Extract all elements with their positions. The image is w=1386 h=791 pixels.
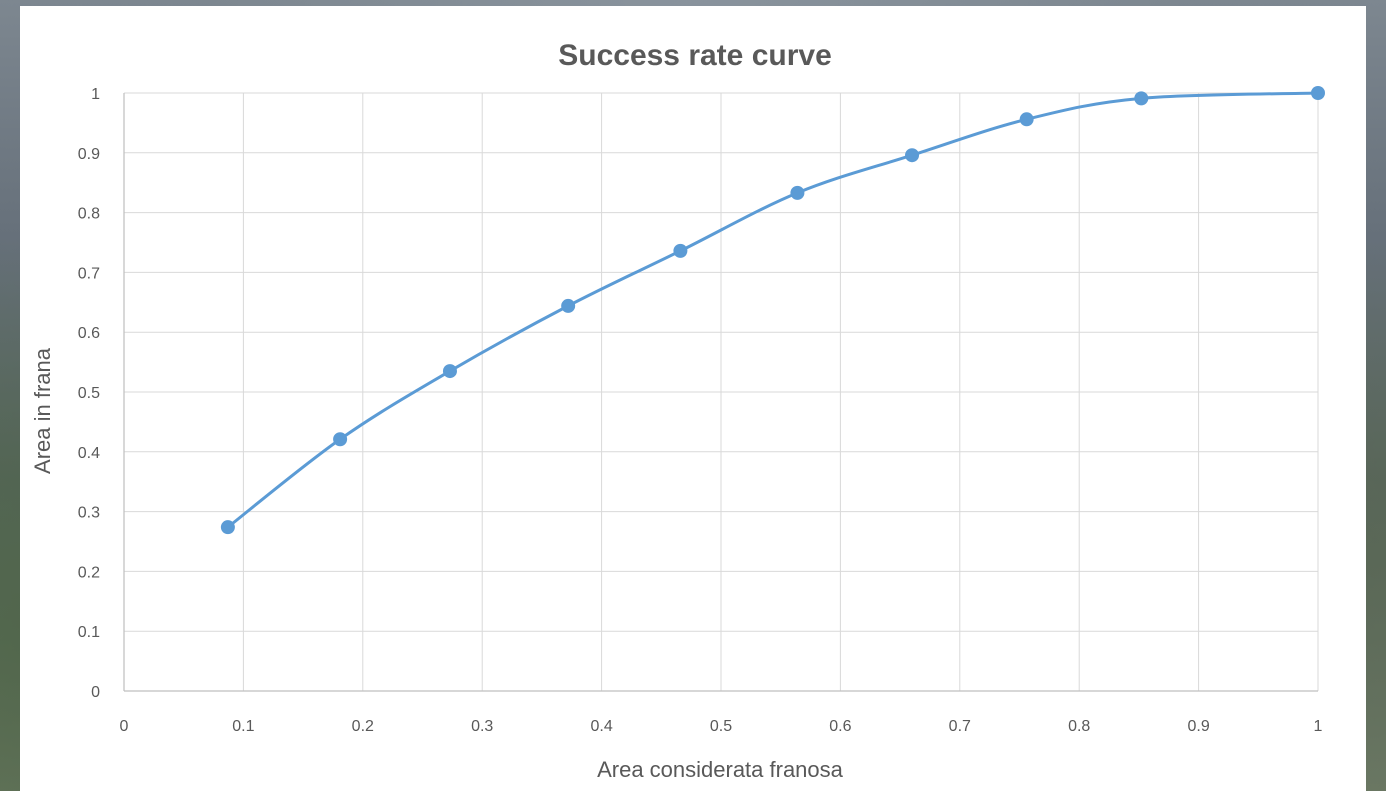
chart-panel: Success rate curve 0 0.1 0.2 0.3 0.4 0.5 0.6 0.… bbox=[20, 6, 1366, 791]
y-tick-label: 0.6 bbox=[78, 325, 100, 342]
y-tick-label: 0 bbox=[91, 684, 100, 701]
x-tick-label: 0.7 bbox=[949, 718, 971, 735]
x-tick-label: 1 bbox=[1314, 718, 1323, 735]
series-line bbox=[226, 91, 1320, 529]
data-point bbox=[1134, 91, 1149, 106]
x-tick-label: 0.6 bbox=[829, 718, 851, 735]
data-point bbox=[220, 520, 235, 535]
data-point bbox=[442, 364, 457, 379]
x-tick-label: 0.4 bbox=[590, 718, 612, 735]
data-point bbox=[1311, 86, 1325, 100]
gridlines bbox=[124, 92, 1319, 691]
data-point bbox=[1019, 112, 1034, 127]
y-tick-label: 0.7 bbox=[78, 265, 100, 282]
y-tick-label: 0.5 bbox=[78, 385, 100, 402]
data-point bbox=[790, 185, 805, 200]
x-tick-label: 0.3 bbox=[471, 718, 493, 735]
y-tick-label: 1 bbox=[91, 86, 100, 103]
x-tick-label: 0.9 bbox=[1187, 718, 1209, 735]
y-axis-title: Area in frana bbox=[30, 347, 55, 474]
y-tick-label: 0.9 bbox=[78, 146, 100, 163]
x-tick-label: 0.5 bbox=[710, 718, 732, 735]
x-tick-label: 0 bbox=[120, 718, 129, 735]
y-tick-label: 0.1 bbox=[78, 624, 100, 641]
series bbox=[220, 86, 1325, 535]
y-tick-label: 0.3 bbox=[78, 505, 100, 522]
chart-title: Success rate curve bbox=[558, 39, 832, 72]
y-tick-label: 0.4 bbox=[78, 445, 100, 462]
data-point bbox=[333, 432, 348, 447]
x-tick-label: 0.2 bbox=[352, 718, 374, 735]
chart: Success rate curve 0 0.1 0.2 0.3 0.4 0.5 0.6 0.… bbox=[30, 39, 1325, 782]
x-tick-label: 0.1 bbox=[232, 718, 254, 735]
data-point bbox=[673, 243, 688, 258]
tick-labels: 0 0.1 0.2 0.3 0.4 0.5 0.6 0.7 0.8 0.9 1 0 0.1 0.2 0.3 0… bbox=[78, 86, 1323, 735]
y-tick-label: 0.8 bbox=[78, 206, 100, 223]
x-axis-title: Area considerata franosa bbox=[597, 757, 844, 782]
data-point bbox=[561, 298, 576, 313]
y-tick-label: 0.2 bbox=[78, 564, 100, 581]
data-point bbox=[905, 148, 920, 163]
axes bbox=[123, 93, 1318, 692]
x-tick-label: 0.8 bbox=[1068, 718, 1090, 735]
